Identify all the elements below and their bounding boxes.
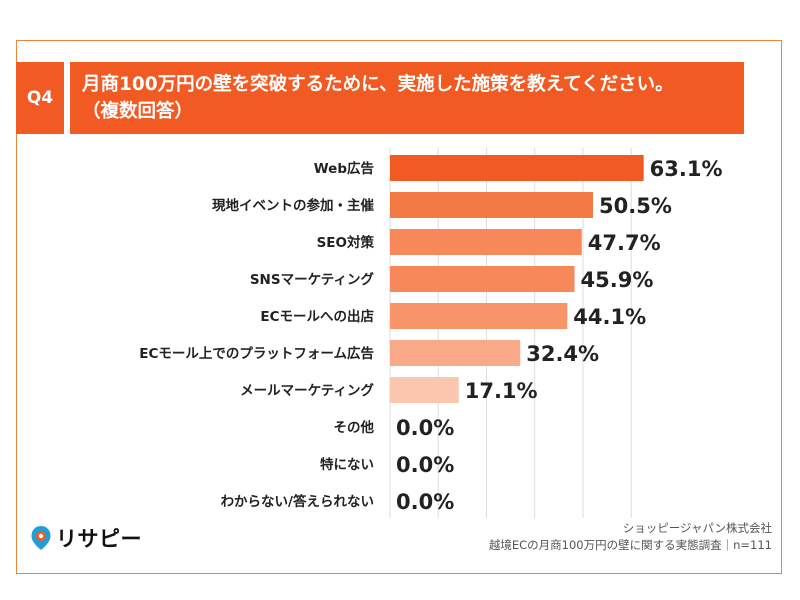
category-label: 現地イベントの参加・主催	[212, 197, 374, 214]
value-label: 63.1%	[650, 157, 723, 181]
value-label: 44.1%	[573, 305, 646, 329]
category-label: SEO対策	[317, 234, 375, 251]
bar	[390, 340, 521, 366]
bar	[390, 229, 582, 255]
category-label: ECモール上でのプラットフォーム広告	[139, 345, 374, 362]
source-company: ショッピージャパン株式会社	[622, 521, 772, 535]
value-label: 0.0%	[396, 416, 454, 440]
value-label: 45.9%	[581, 268, 654, 292]
question-title: 月商100万円の壁を突破するために、実施した施策を教えてください。 （複数回答）	[70, 62, 744, 134]
bar	[390, 303, 568, 329]
bar	[390, 377, 459, 403]
value-label: 0.0%	[396, 453, 454, 477]
value-label: 32.4%	[526, 342, 599, 366]
source-survey: 越境ECの月商100万円の壁に関する実態調査｜n=111	[488, 538, 772, 552]
pin-icon	[31, 526, 51, 550]
category-label: その他	[334, 419, 375, 436]
value-label: 17.1%	[465, 379, 538, 403]
bar	[390, 155, 644, 181]
category-label: Web広告	[314, 160, 374, 177]
category-label: ECモールへの出店	[260, 308, 374, 325]
value-label: 47.7%	[588, 231, 661, 255]
logo-text: リサピー	[56, 527, 142, 551]
question-title-line2: （複数回答）	[82, 101, 194, 122]
logo: リサピー	[30, 523, 142, 553]
category-label: SNSマーケティング	[250, 271, 375, 288]
category-label: 特にない	[320, 456, 374, 473]
source-note: ショッピージャパン株式会社 越境ECの月商100万円の壁に関する実態調査｜n=1…	[489, 520, 772, 554]
value-label: 0.0%	[396, 490, 454, 514]
question-tag: Q4	[16, 62, 64, 134]
bar	[390, 266, 575, 292]
question-title-line1: 月商100万円の壁を突破するために、実施した施策を教えてください。	[82, 74, 674, 95]
category-label: わからない/答えられない	[221, 493, 374, 510]
category-label: メールマーケティング	[240, 382, 374, 399]
chart-frame	[16, 40, 782, 574]
bar	[390, 192, 594, 218]
value-label: 50.5%	[599, 194, 672, 218]
